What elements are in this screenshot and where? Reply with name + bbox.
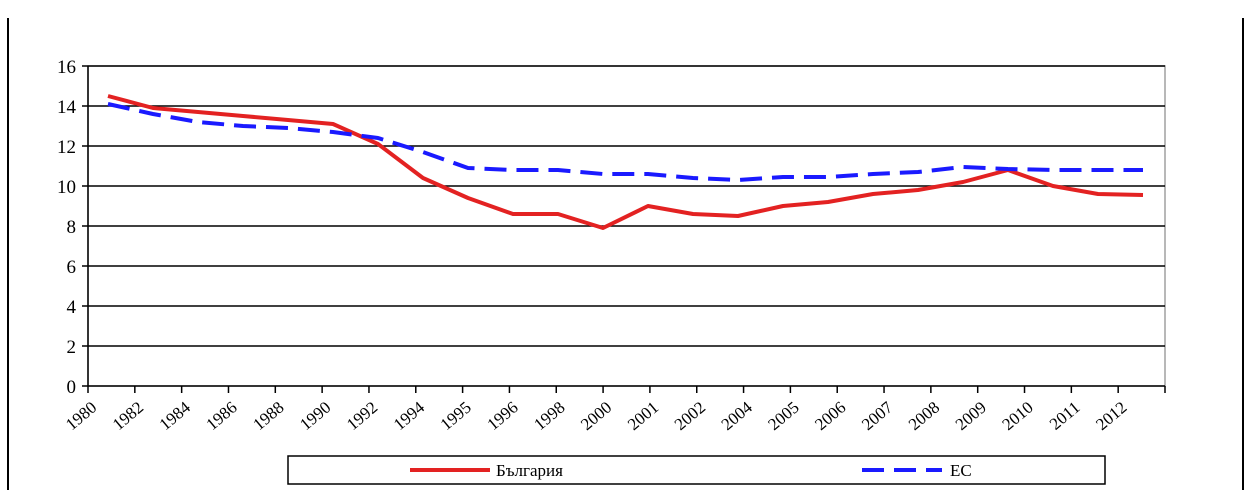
- series-line-eu: [107, 102, 1143, 182]
- y-axis: 0 2 4 6 8 10 12 14 16: [57, 57, 89, 398]
- legend: България ЕС: [287, 455, 1106, 485]
- x-tick-label-4: 1988: [249, 398, 287, 434]
- x-tick-label-20: 2010: [999, 398, 1037, 434]
- y-tick-label-6: 12: [57, 137, 76, 158]
- x-tick-label-17: 2007: [858, 397, 897, 434]
- x-tick-label-18: 2008: [905, 398, 943, 434]
- x-tick-label-2: 1984: [156, 397, 195, 434]
- y-tick-label-5: 10: [57, 177, 76, 198]
- x-tick-label-11: 2000: [577, 398, 615, 434]
- x-tick-label-6: 1992: [343, 398, 381, 434]
- legend-label-eu: ЕС: [950, 461, 972, 480]
- y-tick-label-4: 8: [67, 217, 77, 238]
- x-tick-label-15: 2005: [764, 398, 802, 434]
- x-tick-label-10: 1998: [530, 398, 568, 434]
- x-tick-label-19: 2009: [952, 398, 990, 434]
- x-tick-label-9: 1996: [483, 398, 521, 434]
- series-layer: [107, 94, 1144, 230]
- gridlines: [88, 65, 1165, 347]
- x-tick-label-5: 1990: [296, 398, 334, 434]
- x-tick-label-21: 2011: [1046, 398, 1084, 434]
- y-tick-label-8: 16: [57, 57, 76, 78]
- x-tick-label-0: 1980: [62, 398, 100, 434]
- y-tick-label-2: 4: [67, 297, 77, 318]
- y-tick-label-7: 14: [57, 97, 77, 118]
- x-axis: 1980 1982 1984 1986 1988 1990 1992 1994 1995 1996…: [62, 385, 1166, 434]
- x-tick-label-16: 2006: [811, 398, 849, 434]
- x-tick-label-8: 1995: [437, 398, 475, 434]
- legend-label-bulgaria: България: [496, 461, 563, 480]
- x-tick-label-13: 2002: [671, 398, 709, 434]
- series-line-bulgaria: [107, 94, 1144, 230]
- y-tick-label-1: 2: [67, 337, 77, 358]
- y-tick-label-3: 6: [67, 257, 77, 278]
- x-tick-label-7: 1994: [390, 397, 429, 434]
- y-tick-label-0: 0: [67, 377, 77, 398]
- x-tick-label-3: 1986: [203, 398, 241, 434]
- x-tick-label-12: 2001: [624, 398, 662, 434]
- x-tick-label-1: 1982: [109, 398, 147, 434]
- x-tick-label-14: 2004: [718, 397, 757, 434]
- x-tick-label-22: 2012: [1092, 398, 1130, 434]
